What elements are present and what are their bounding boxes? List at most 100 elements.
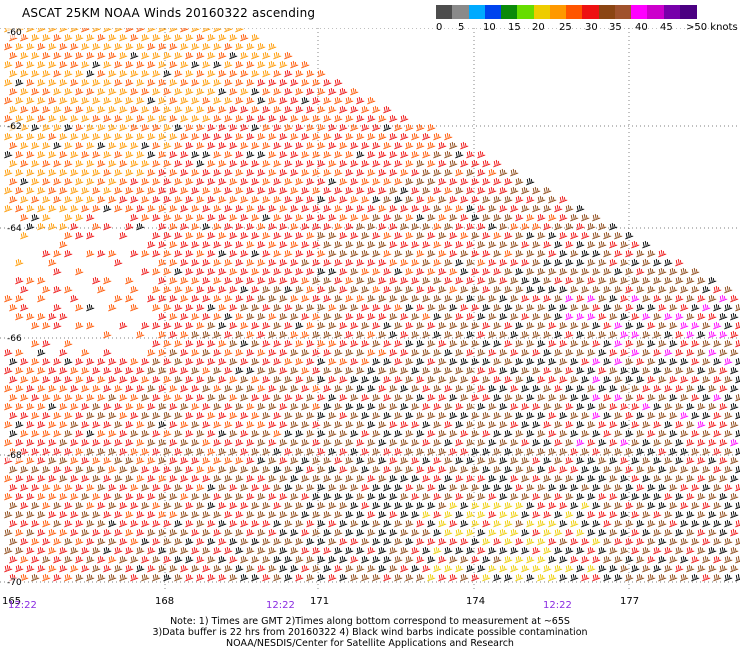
wind-barb <box>400 492 409 501</box>
wind-barb <box>273 69 282 78</box>
wind-barb <box>471 573 480 582</box>
wind-barb <box>196 411 205 420</box>
wind-barb <box>532 528 541 537</box>
wind-barb <box>169 96 178 105</box>
wind-barb <box>130 303 139 312</box>
wind-barb <box>257 294 266 303</box>
wind-barb <box>86 537 95 546</box>
wind-barb <box>48 204 57 213</box>
wind-barb <box>295 447 304 456</box>
wind-barb <box>493 339 502 348</box>
wind-barb <box>240 321 249 330</box>
wind-barb <box>207 177 216 186</box>
wind-barb <box>284 375 293 384</box>
wind-barb <box>9 69 18 78</box>
wind-barb <box>543 384 552 393</box>
wind-barb <box>125 420 134 429</box>
wind-barb <box>394 303 403 312</box>
wind-barb <box>152 267 161 276</box>
wind-barb <box>515 303 524 312</box>
wind-barb <box>9 303 18 312</box>
wind-barb <box>240 195 249 204</box>
wind-barb <box>653 294 662 303</box>
wind-barb <box>444 528 453 537</box>
wind-barb <box>334 258 343 267</box>
wind-barb <box>229 411 238 420</box>
wind-barb <box>114 150 123 159</box>
wind-barb <box>114 456 123 465</box>
wind-barb <box>136 96 145 105</box>
wind-barb <box>625 375 634 384</box>
wind-barb <box>466 168 475 177</box>
wind-barb <box>488 186 497 195</box>
wind-barb <box>592 411 601 420</box>
wind-barb <box>570 573 579 582</box>
wind-barb <box>81 366 90 375</box>
wind-barb <box>570 537 579 546</box>
wind-barb <box>345 474 354 483</box>
wind-barb <box>416 159 425 168</box>
wind-barb <box>174 231 183 240</box>
wind-barb <box>565 420 574 429</box>
wind-barb <box>301 96 310 105</box>
wind-barb <box>477 420 486 429</box>
wind-barb <box>609 456 618 465</box>
wind-barb <box>114 258 123 267</box>
wind-barb <box>191 258 200 267</box>
wind-barb <box>631 276 640 285</box>
wind-barb <box>609 384 618 393</box>
wind-barb <box>427 285 436 294</box>
wind-barb <box>75 555 84 564</box>
wind-barb <box>224 60 233 69</box>
wind-barb <box>323 204 332 213</box>
wind-barb <box>251 303 260 312</box>
wind-barb <box>356 204 365 213</box>
wind-barb <box>257 150 266 159</box>
wind-barb <box>356 528 365 537</box>
wind-barb <box>378 348 387 357</box>
scale-tick-label: 10 <box>483 22 496 33</box>
wind-barb <box>224 474 233 483</box>
wind-barb <box>114 438 123 447</box>
wind-barb <box>609 294 618 303</box>
wind-barb <box>422 276 431 285</box>
wind-barb <box>218 429 227 438</box>
wind-barb <box>455 348 464 357</box>
wind-barb <box>636 303 645 312</box>
wind-barb <box>130 537 139 546</box>
wind-barb <box>31 483 40 492</box>
wind-barb <box>70 420 79 429</box>
wind-barb <box>246 240 255 249</box>
wind-barb <box>350 519 359 528</box>
wind-barb <box>647 519 656 528</box>
wind-barb <box>235 294 244 303</box>
wind-barb <box>191 312 200 321</box>
wind-barb <box>554 276 563 285</box>
wind-barb <box>246 546 255 555</box>
wind-barb <box>130 483 139 492</box>
wind-barb <box>92 60 101 69</box>
wind-barb <box>389 402 398 411</box>
wind-barb <box>218 195 227 204</box>
wind-barb <box>422 492 431 501</box>
wind-barb <box>279 60 288 69</box>
wind-barb <box>141 357 150 366</box>
wind-barb <box>565 384 574 393</box>
wind-barb <box>92 384 101 393</box>
wind-barb <box>15 168 24 177</box>
wind-barb <box>108 159 117 168</box>
wind-barb <box>301 204 310 213</box>
wind-barb <box>526 411 535 420</box>
wind-barb <box>284 573 293 582</box>
wind-barb <box>97 519 106 528</box>
wind-barb <box>4 438 13 447</box>
wind-barb <box>26 222 35 231</box>
wind-barb <box>521 564 530 573</box>
wind-barb <box>647 555 656 564</box>
wind-barb <box>207 465 216 474</box>
wind-barb <box>169 456 178 465</box>
wind-barb <box>202 546 211 555</box>
wind-barb <box>103 42 112 51</box>
wind-barb <box>488 366 497 375</box>
wind-barb <box>312 528 321 537</box>
